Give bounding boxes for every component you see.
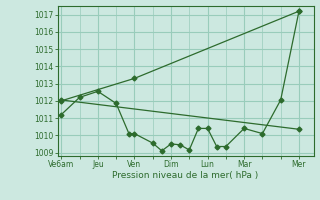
X-axis label: Pression niveau de la mer( hPa ): Pression niveau de la mer( hPa ) [112,171,259,180]
